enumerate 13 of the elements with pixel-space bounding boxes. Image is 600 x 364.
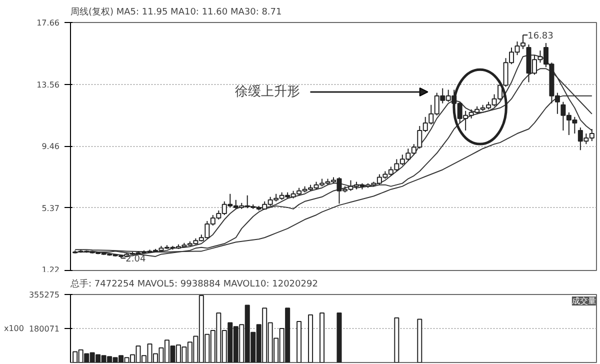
chart-title: 总手: 7472254 MAVOL5: 9938884 MAVOL10: 12020292 [70,278,318,290]
y-tick-label: 13.56 [36,80,60,90]
annotation: 2.04 [126,254,146,265]
chart-title: 周线(复权) MA5: 11.95 MA10: 11.60 MA30: 8.71 [70,6,282,18]
y-tick-label: 5.37 [42,204,60,213]
y-tick-label: 9.46 [42,142,60,152]
annotation: 成交量 [572,296,596,306]
y-tick-label: 17.66 [36,18,60,28]
text: x100 [4,324,24,333]
annotation: 徐缓上升形 [234,84,300,100]
annotation: 16.83 [528,32,554,42]
y-tick-label: 355275 [28,290,60,300]
y-tick-label: 180071 [28,324,60,334]
